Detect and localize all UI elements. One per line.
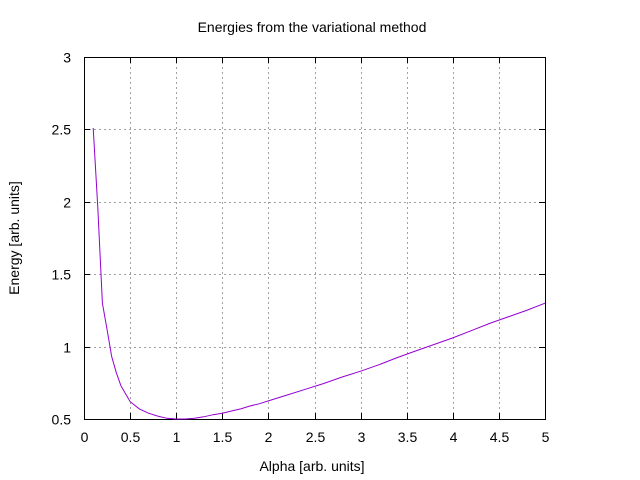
chart-title: Energies from the variational method <box>198 19 427 35</box>
y-tick-label: 1 <box>63 340 71 356</box>
x-axis-label: Alpha [arb. units] <box>259 458 364 474</box>
x-tick-labels: 0 0.5 1 1.5 2 2.5 3 3.5 4 4.5 5 <box>81 429 550 445</box>
x-tick-label: 0.5 <box>121 429 141 445</box>
y-tick-label: 0.5 <box>52 412 72 428</box>
series-layer <box>92 127 546 420</box>
y-tick-labels: 0.5 1 1.5 2 2.5 3 <box>52 50 72 428</box>
x-tick-label: 5 <box>542 429 550 445</box>
x-tick-label: 0 <box>81 429 89 445</box>
x-tick-label: 1.5 <box>213 429 233 445</box>
x-tick-label: 3.5 <box>398 429 418 445</box>
grid <box>84 57 545 419</box>
y-tick-label: 1.5 <box>52 267 72 283</box>
x-tick-label: 4 <box>450 429 458 445</box>
series-line <box>92 127 546 420</box>
x-tick-label: 2 <box>265 429 273 445</box>
y-axis-label: Energy [arb. units] <box>6 181 22 295</box>
y-tick-label: 3 <box>63 50 71 66</box>
x-tick-label: 3 <box>358 429 366 445</box>
axis-ticks <box>84 57 546 420</box>
x-tick-label: 2.5 <box>306 429 326 445</box>
x-tick-label: 4.5 <box>490 429 510 445</box>
y-tick-label: 2.5 <box>52 122 72 138</box>
x-tick-label: 1 <box>173 429 181 445</box>
y-tick-label: 2 <box>63 195 71 211</box>
